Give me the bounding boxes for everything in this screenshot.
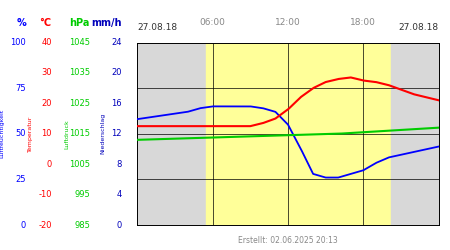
Text: 20: 20 [41, 99, 52, 108]
Text: 1025: 1025 [69, 99, 90, 108]
Text: 8: 8 [116, 160, 122, 169]
Text: 50: 50 [16, 129, 26, 138]
Text: 25: 25 [16, 175, 26, 184]
Text: 0: 0 [21, 220, 26, 230]
Text: Erstellt: 02.06.2025 20:13: Erstellt: 02.06.2025 20:13 [238, 236, 338, 245]
Text: 995: 995 [74, 190, 90, 199]
Text: 1035: 1035 [69, 68, 90, 78]
Text: 0: 0 [116, 220, 122, 230]
Text: 75: 75 [15, 84, 26, 92]
Bar [137, 42, 207, 225]
Text: hPa: hPa [70, 18, 90, 28]
Text: 12: 12 [111, 129, 122, 138]
Text: 12:00: 12:00 [275, 18, 301, 26]
Text: 27.08.18: 27.08.18 [137, 24, 177, 32]
Text: -20: -20 [38, 220, 52, 230]
Text: Temperatur: Temperatur [28, 116, 33, 152]
Text: 1015: 1015 [69, 129, 90, 138]
Text: °C: °C [40, 18, 52, 28]
Text: 30: 30 [41, 68, 52, 78]
Text: 1045: 1045 [69, 38, 90, 47]
Text: 06:00: 06:00 [200, 18, 225, 26]
Text: 1005: 1005 [69, 160, 90, 169]
Text: 16: 16 [111, 99, 122, 108]
Text: %: % [16, 18, 26, 28]
Text: 100: 100 [10, 38, 26, 47]
Text: 24: 24 [111, 38, 122, 47]
Text: Luftfeuchtigkeit: Luftfeuchtigkeit [0, 109, 5, 158]
Text: 18:00: 18:00 [351, 18, 376, 26]
Text: 10: 10 [41, 129, 52, 138]
Text: 985: 985 [74, 220, 90, 230]
Text: mm/h: mm/h [91, 18, 122, 28]
Text: 0: 0 [46, 160, 52, 169]
Bar [207, 42, 391, 225]
Text: -10: -10 [38, 190, 52, 199]
Text: 4: 4 [116, 190, 122, 199]
Text: 27.08.18: 27.08.18 [399, 24, 439, 32]
Text: Luftdruck: Luftdruck [64, 119, 69, 148]
Text: 40: 40 [41, 38, 52, 47]
Bar [391, 42, 439, 225]
Text: 20: 20 [111, 68, 122, 78]
Text: Niederschlag: Niederschlag [100, 113, 105, 154]
